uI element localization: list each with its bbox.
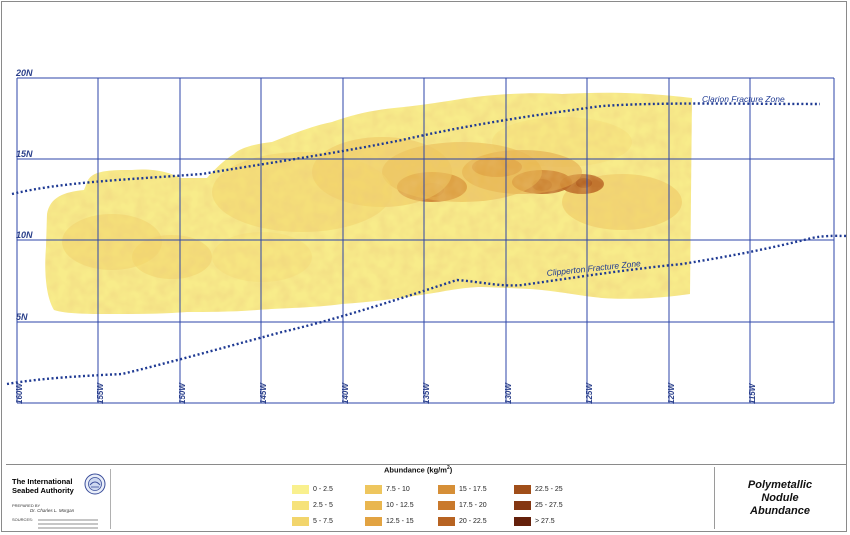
lat-label-15n: 15N [16, 149, 33, 159]
lon-label-155w: 155W [96, 382, 105, 404]
prepared-by-label: PREPARED BY [12, 503, 41, 508]
lon-label-135w: 135W [422, 382, 431, 404]
organization-name: The International Seabed Authority [12, 477, 82, 495]
title-block: Polymetallic Nodule Abundance [714, 467, 845, 529]
legend-swatch [514, 516, 531, 526]
legend-swatch [438, 500, 455, 510]
legend-item: 15 - 17.5 [438, 483, 487, 495]
clipperton-fracture-zone-line [6, 234, 848, 386]
lat-label-5n: 5N [16, 312, 28, 322]
legend-swatch [514, 500, 531, 510]
legend-title-superscript: 2 [446, 465, 450, 471]
legend-swatch [365, 516, 382, 526]
organization-name-line2: Seabed Authority [12, 486, 74, 495]
legend-swatch [514, 484, 531, 494]
fine-print-line [38, 523, 98, 525]
legend-label: 12.5 - 15 [386, 517, 414, 525]
legend-label: 10 - 12.5 [386, 501, 414, 509]
legend-title: Abundance (kg/m2) [384, 465, 452, 475]
isa-logo-icon [84, 473, 106, 495]
abundance-map: 20N 15N 10N 5N 160W 155W 150W 145W 140W … [6, 68, 848, 404]
author-name: Dr. Charles L. Morgan [30, 508, 75, 513]
legend-item: 17.5 - 20 [438, 499, 487, 511]
map-footer: The International Seabed Authority PREPA… [6, 464, 846, 533]
lat-label-20n: 20N [15, 68, 33, 78]
organization-block: The International Seabed Authority PREPA… [10, 469, 111, 529]
legend-item: > 27.5 [514, 515, 555, 527]
legend-title-end: ) [449, 465, 453, 475]
lon-label-130w: 130W [504, 382, 513, 404]
legend-title-text: Abundance (kg/m [384, 465, 447, 475]
lon-label-120w: 120W [667, 382, 676, 404]
lat-lon-grid [16, 77, 835, 404]
legend-label: 5 - 7.5 [313, 517, 333, 525]
lon-label-150w: 150W [178, 382, 187, 404]
legend-item: 5 - 7.5 [292, 515, 333, 527]
legend-item: 22.5 - 25 [514, 483, 563, 495]
legend-swatch [438, 484, 455, 494]
sources-label: SOURCES: [12, 517, 33, 522]
legend-item: 0 - 2.5 [292, 483, 333, 495]
lon-label-160w: 160W [15, 382, 24, 404]
map-title-line3: Abundance [750, 505, 810, 517]
legend-item: 2.5 - 5 [292, 499, 333, 511]
legend-item: 10 - 12.5 [365, 499, 414, 511]
legend-swatch [292, 484, 309, 494]
map-title-line2: Nodule [761, 492, 799, 504]
lon-label-145w: 145W [259, 382, 268, 404]
legend-label: 7.5 - 10 [386, 485, 410, 493]
legend-swatch [292, 500, 309, 510]
lon-label-125w: 125W [585, 382, 594, 404]
legend-item: 25 - 27.5 [514, 499, 563, 511]
legend-label: 20 - 22.5 [459, 517, 487, 525]
legend-swatch [292, 516, 309, 526]
legend-item: 20 - 22.5 [438, 515, 487, 527]
legend-label: 25 - 27.5 [535, 501, 563, 509]
legend-swatch [438, 516, 455, 526]
map-title: Polymetallic Nodule Abundance [715, 479, 845, 518]
clarion-zone-label: Clarion Fracture Zone [702, 94, 785, 104]
organization-name-line1: The International [12, 477, 73, 486]
lon-label-115w: 115W [748, 382, 757, 404]
legend-label: > 27.5 [535, 517, 555, 525]
legend-label: 2.5 - 5 [313, 501, 333, 509]
lat-label-10n: 10N [16, 230, 33, 240]
legend-label: 0 - 2.5 [313, 485, 333, 493]
fine-print-line [38, 527, 98, 529]
legend-swatch [365, 500, 382, 510]
map-title-line1: Polymetallic [747, 479, 813, 491]
legend-label: 17.5 - 20 [459, 501, 487, 509]
legend-item: 12.5 - 15 [365, 515, 414, 527]
legend-label: 22.5 - 25 [535, 485, 563, 493]
legend-swatch [365, 484, 382, 494]
lon-label-140w: 140W [341, 382, 350, 404]
legend-item: 7.5 - 10 [365, 483, 410, 495]
legend-label: 15 - 17.5 [459, 485, 487, 493]
fine-print-line [38, 519, 98, 521]
